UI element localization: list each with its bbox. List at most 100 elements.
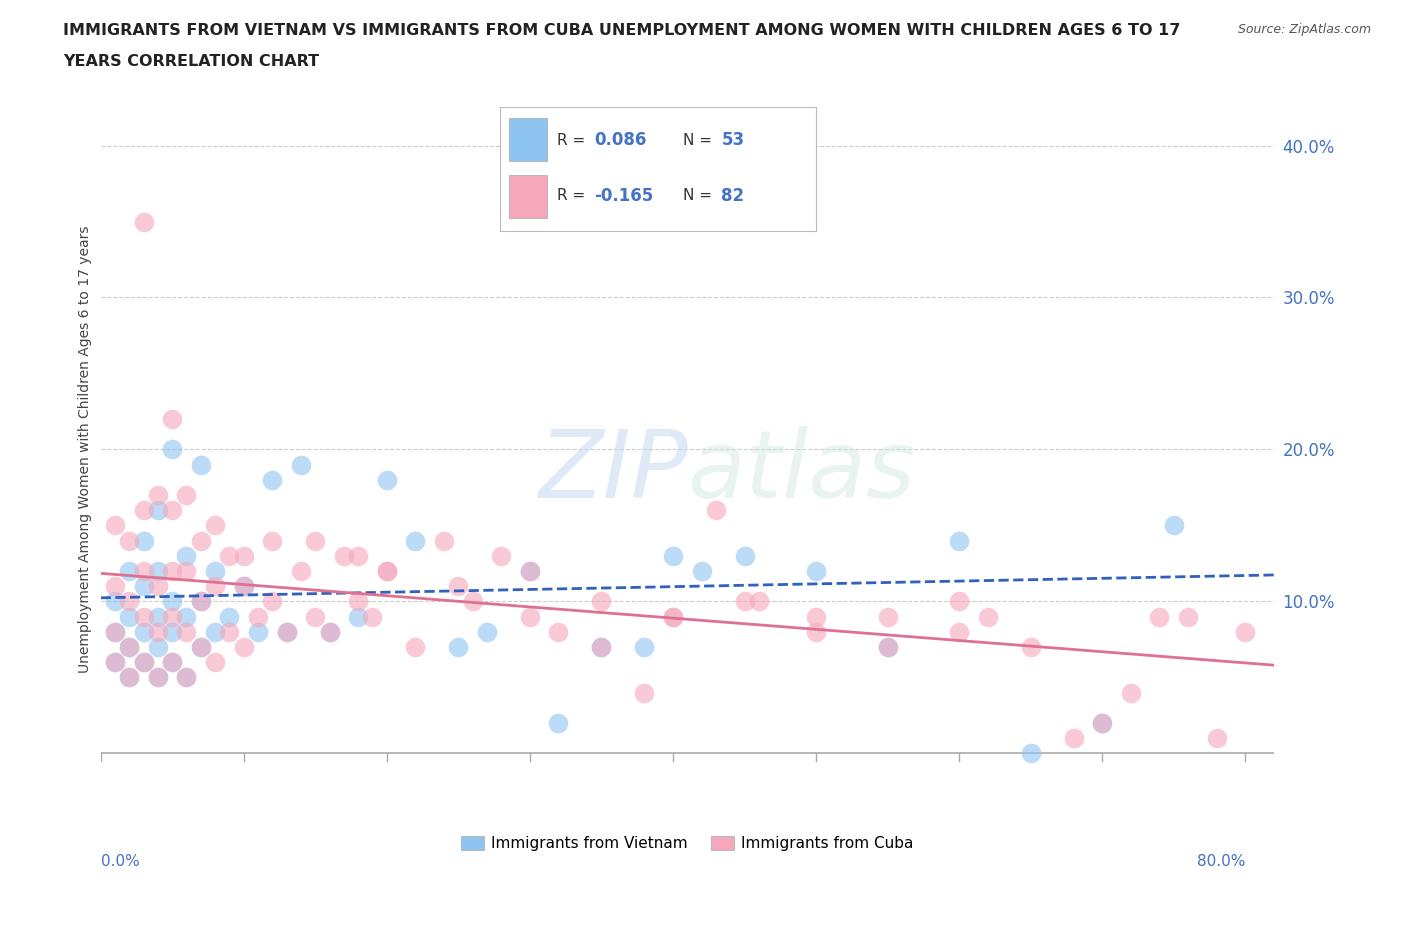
Point [276, 624, 298, 639]
Point [333, 549, 356, 564]
Point [160, 564, 183, 578]
Point [804, 564, 827, 578]
Point [232, 578, 254, 593]
Point [662, 609, 685, 624]
Point [804, 609, 827, 624]
Point [176, 549, 198, 564]
Point [1163, 518, 1185, 533]
Point [262, 533, 284, 548]
Point [132, 578, 155, 593]
Text: ZIP: ZIP [537, 426, 688, 517]
Point [633, 685, 655, 700]
Point [734, 549, 756, 564]
Point [160, 624, 183, 639]
Point [290, 458, 312, 472]
Point [876, 609, 898, 624]
Point [104, 624, 127, 639]
Point [519, 564, 541, 578]
Point [1119, 685, 1142, 700]
Point [690, 564, 713, 578]
Point [190, 640, 212, 655]
Point [262, 472, 284, 487]
Point [190, 594, 212, 609]
Point [519, 564, 541, 578]
Point [304, 533, 326, 548]
Point [1205, 731, 1227, 746]
Point [132, 655, 155, 670]
Point [160, 594, 183, 609]
Point [447, 640, 470, 655]
Point [146, 670, 169, 684]
Point [146, 670, 169, 684]
Point [262, 594, 284, 609]
Point [948, 533, 970, 548]
Point [347, 549, 370, 564]
Point [104, 594, 127, 609]
Point [948, 624, 970, 639]
Point [1149, 609, 1171, 624]
Point [404, 640, 426, 655]
Point [104, 518, 127, 533]
Point [132, 609, 155, 624]
Text: 80.0%: 80.0% [1198, 855, 1246, 870]
Text: IMMIGRANTS FROM VIETNAM VS IMMIGRANTS FROM CUBA UNEMPLOYMENT AMONG WOMEN WITH CH: IMMIGRANTS FROM VIETNAM VS IMMIGRANTS FR… [63, 23, 1181, 38]
Point [118, 640, 141, 655]
Point [232, 640, 254, 655]
Legend: Immigrants from Vietnam, Immigrants from Cuba: Immigrants from Vietnam, Immigrants from… [454, 830, 920, 857]
Point [160, 655, 183, 670]
Point [146, 487, 169, 502]
Point [176, 670, 198, 684]
Point [118, 670, 141, 684]
Point [190, 594, 212, 609]
Point [491, 549, 513, 564]
Point [204, 518, 226, 533]
Point [662, 609, 685, 624]
Point [176, 564, 198, 578]
Point [876, 640, 898, 655]
Point [547, 715, 569, 730]
Point [190, 533, 212, 548]
Text: Source: ZipAtlas.com: Source: ZipAtlas.com [1237, 23, 1371, 36]
Point [218, 624, 240, 639]
Point [146, 640, 169, 655]
Point [132, 564, 155, 578]
Point [160, 655, 183, 670]
Point [118, 640, 141, 655]
Point [190, 640, 212, 655]
Point [246, 624, 269, 639]
Point [204, 655, 226, 670]
Point [433, 533, 456, 548]
Point [232, 578, 254, 593]
Point [104, 655, 127, 670]
Point [547, 624, 569, 639]
Point [160, 442, 183, 457]
Point [146, 578, 169, 593]
Point [1091, 715, 1114, 730]
Text: atlas: atlas [688, 426, 915, 517]
Point [375, 564, 398, 578]
Y-axis label: Unemployment Among Women with Children Ages 6 to 17 years: Unemployment Among Women with Children A… [79, 226, 93, 673]
Point [132, 533, 155, 548]
Point [734, 594, 756, 609]
Point [662, 549, 685, 564]
Point [104, 624, 127, 639]
Point [204, 624, 226, 639]
Point [146, 503, 169, 518]
Point [132, 503, 155, 518]
Point [591, 640, 613, 655]
Point [318, 624, 340, 639]
Point [347, 609, 370, 624]
Point [204, 578, 226, 593]
Point [218, 609, 240, 624]
Point [104, 655, 127, 670]
Point [160, 609, 183, 624]
Point [375, 564, 398, 578]
Point [447, 578, 470, 593]
Point [160, 412, 183, 427]
Point [146, 609, 169, 624]
Point [118, 533, 141, 548]
Point [146, 564, 169, 578]
Point [118, 609, 141, 624]
Point [404, 533, 426, 548]
Point [361, 609, 384, 624]
